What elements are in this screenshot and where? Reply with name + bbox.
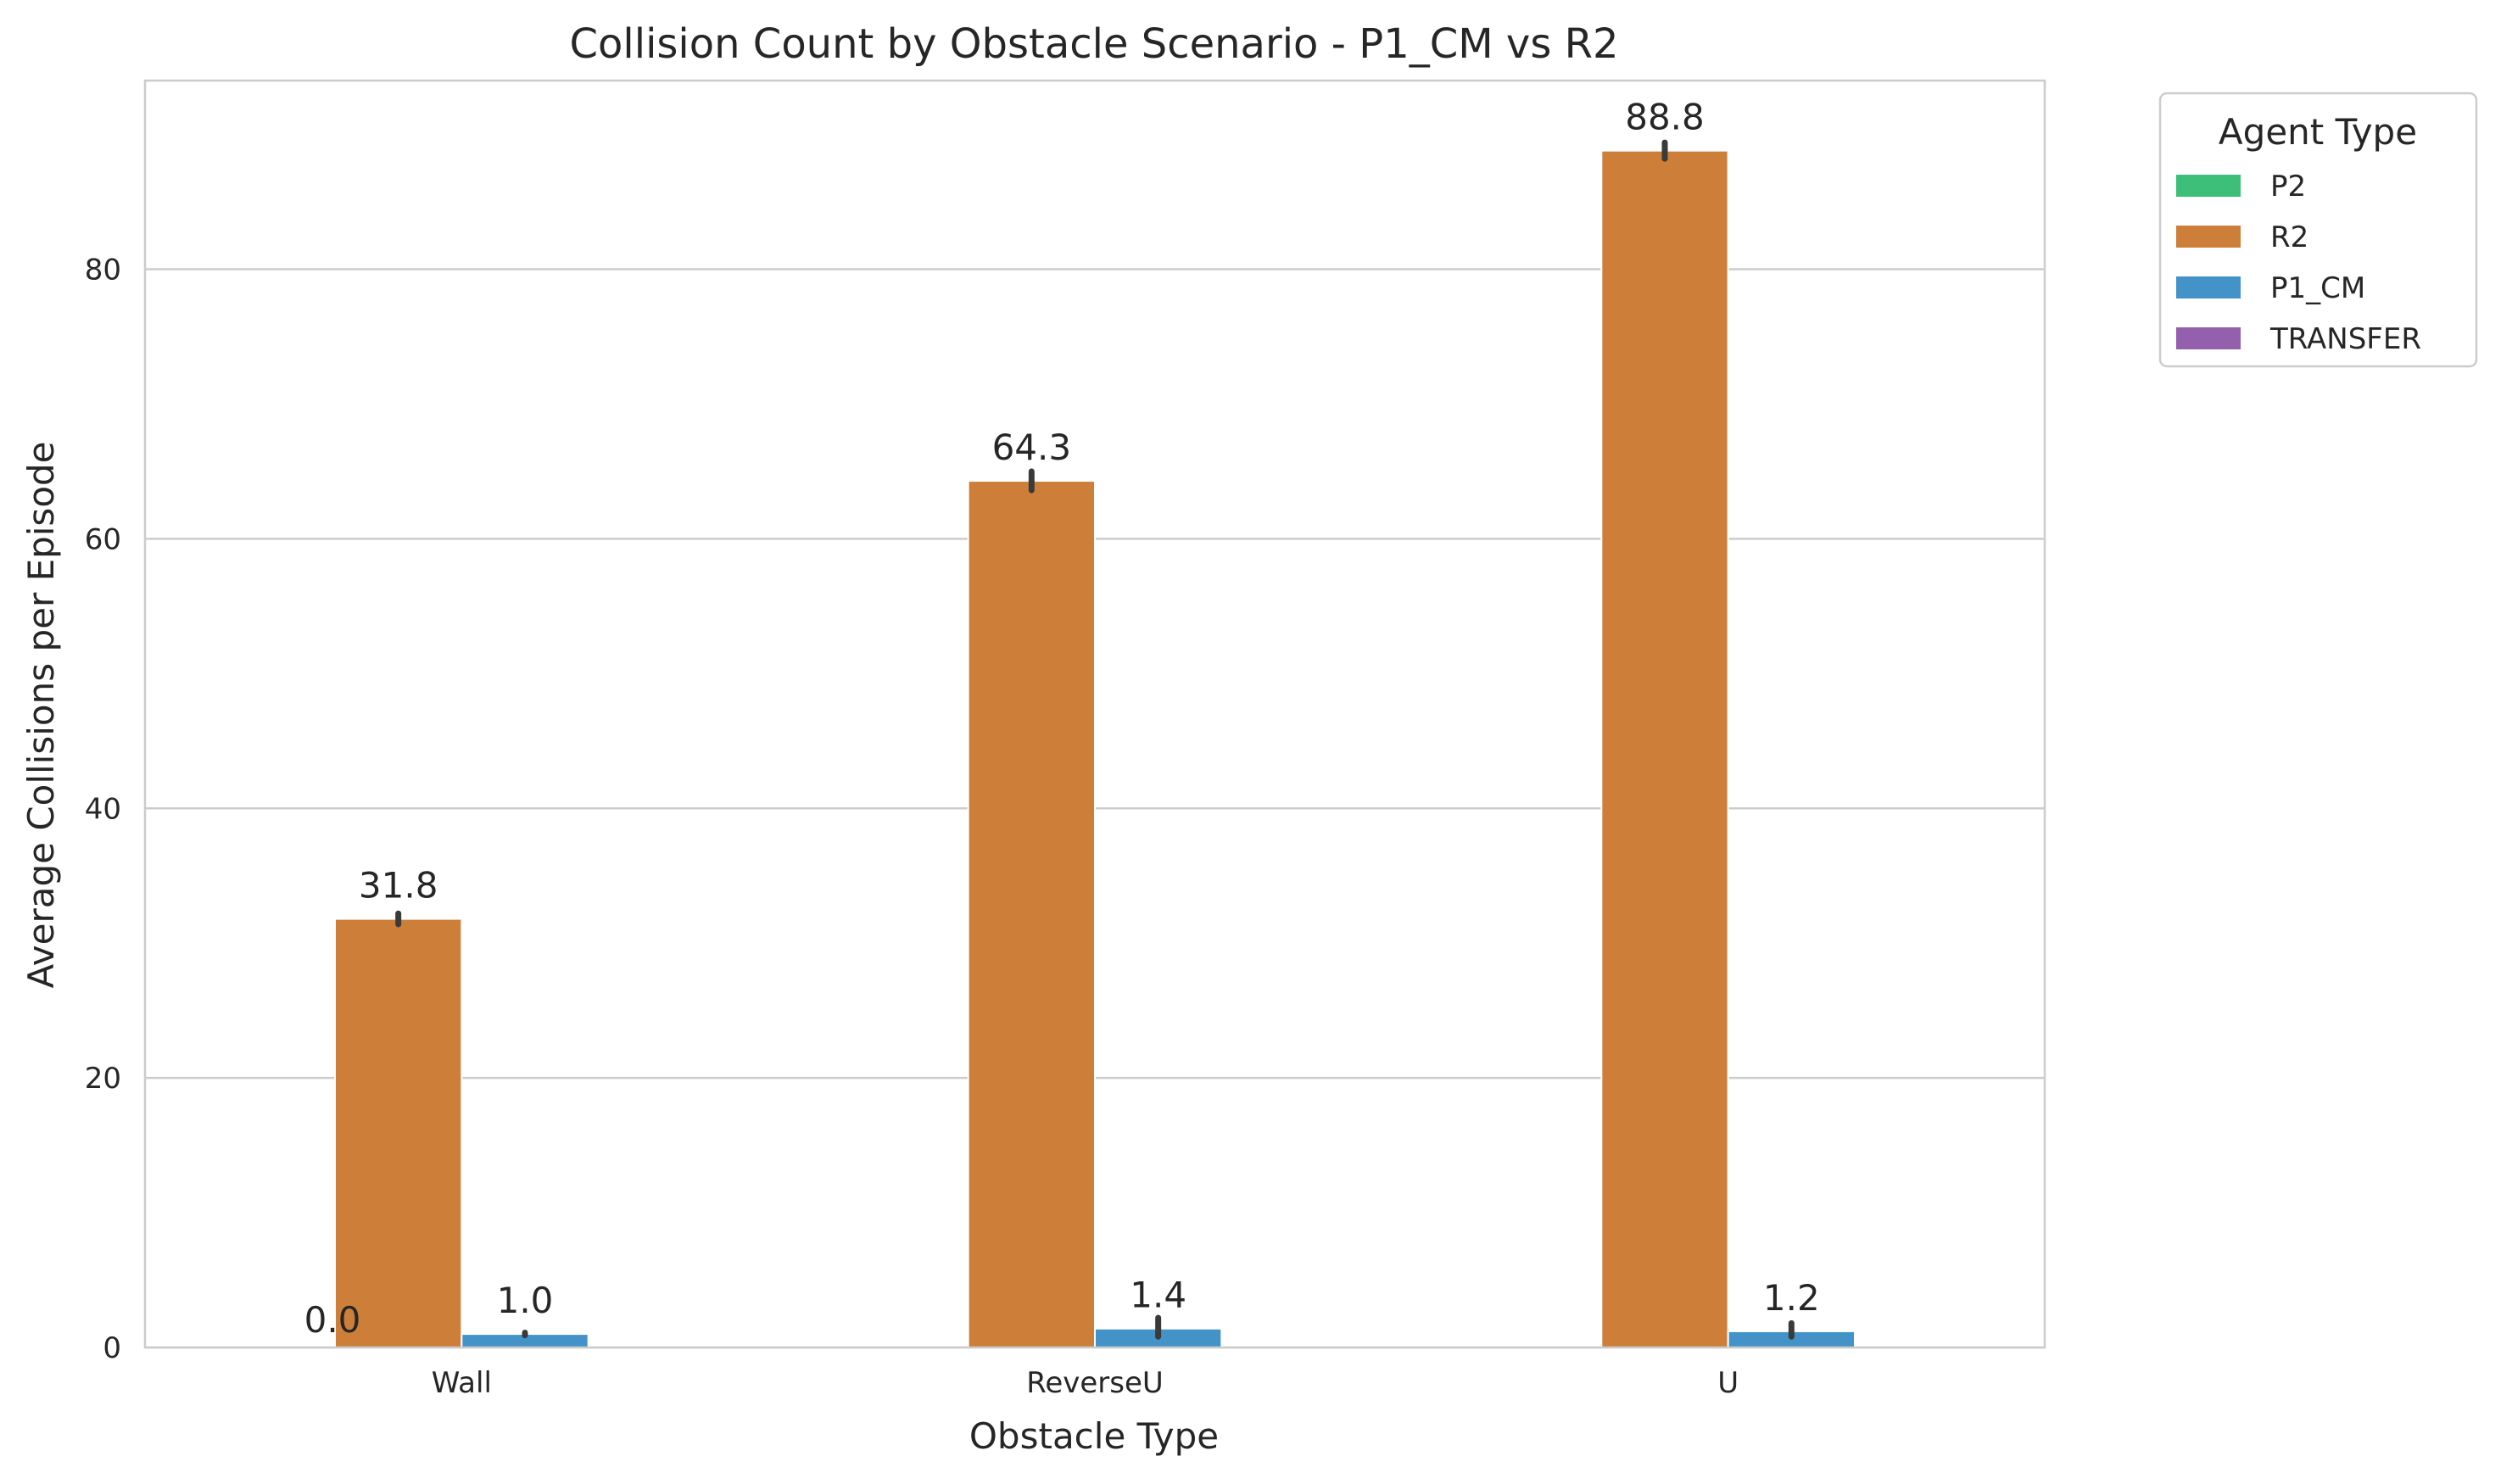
bars [334,139,1856,1349]
x-tick-label: ReverseU [1026,1366,1164,1400]
bar-r2-u [1600,149,1729,1348]
data-label: 88.8 [1625,97,1705,138]
bar-r2-reverseu [967,480,1096,1348]
legend: Agent Type P2 R2 P1_CM TRANSFER [2158,92,2478,368]
data-label: 64.3 [992,427,1072,468]
y-tick-label: 80 [85,254,121,287]
data-label: 1.2 [1763,1277,1820,1319]
legend-swatch-r2 [2176,226,2241,248]
x-tick-label: U [1717,1366,1739,1400]
y-tick-label: 40 [85,792,121,826]
legend-label: P2 [2270,170,2306,204]
bar-r2-wall [334,918,463,1349]
x-axis-ticks: Wall ReverseU U [432,1366,1739,1400]
legend-swatch-p1-cm [2176,276,2241,298]
data-labels: 31.8 1.0 0.0 64.3 1.4 88.8 1.2 [304,97,1820,1341]
y-axis-ticks: 0 20 40 60 80 [85,254,121,1365]
y-tick-label: 0 [103,1331,121,1365]
y-tick-label: 20 [85,1062,121,1096]
y-axis-label: Average Collisions per Episode [20,441,62,988]
legend-label: TRANSFER [2269,322,2421,356]
legend-swatch-transfer [2176,327,2241,349]
legend-swatch-p2 [2176,175,2241,197]
data-label: 0.0 [304,1299,361,1341]
data-label: 1.4 [1130,1275,1186,1316]
legend-label: R2 [2270,220,2308,254]
x-tick-label: Wall [432,1366,492,1400]
data-label: 1.0 [497,1280,554,1321]
chart-title: Collision Count by Obstacle Scenario - P… [570,20,1619,68]
data-label: 31.8 [359,865,438,907]
y-tick-label: 60 [85,522,121,556]
legend-title: Agent Type [2219,111,2417,153]
plot-frame [143,79,2046,1349]
x-axis-label: Obstacle Type [969,1415,1219,1457]
legend-label: P1_CM [2270,271,2365,305]
